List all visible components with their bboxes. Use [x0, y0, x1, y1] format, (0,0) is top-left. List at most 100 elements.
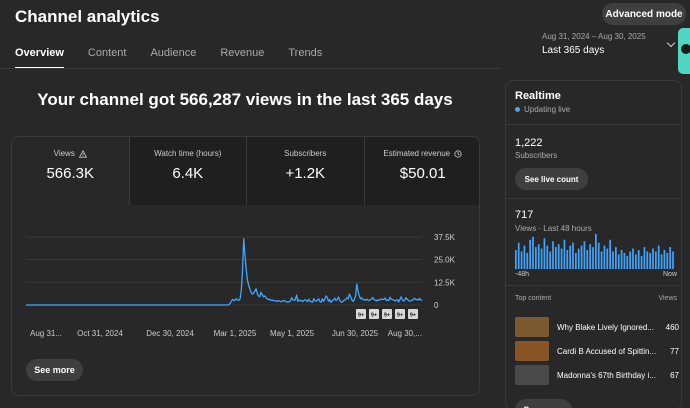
x-tick-label: May 1, 2025	[270, 329, 315, 338]
see-live-count-button[interactable]: See live count	[515, 168, 588, 190]
realtime-bar	[526, 252, 529, 269]
x-tick-label: Jun 30, 2025	[332, 329, 379, 338]
realtime-bar	[535, 247, 537, 269]
page-title: Channel analytics	[15, 7, 160, 26]
video-marker-label: 9+	[397, 313, 403, 319]
metric-revenue-label: Estimated revenue	[383, 149, 451, 158]
realtime-bar	[626, 255, 629, 269]
top-content-item[interactable]: Madonna's 67th Birthday i... 67	[515, 365, 679, 385]
video-title: Madonna's 67th Birthday i...	[557, 370, 656, 380]
realtime-bar	[640, 255, 643, 269]
realtime-bar	[643, 247, 646, 269]
realtime-bar	[655, 251, 657, 269]
see-more-button[interactable]: See more	[26, 359, 83, 381]
metric-views[interactable]: Views 566.3K	[12, 137, 130, 205]
divider	[506, 124, 681, 125]
realtime-bar	[595, 233, 597, 269]
side-panel-tab[interactable]	[678, 28, 690, 74]
realtime-bar	[557, 244, 560, 269]
top-content-item[interactable]: Why Blake Lively Ignored... 460	[515, 317, 679, 337]
advanced-mode-button[interactable]: Advanced mode	[602, 3, 686, 25]
live-dot-icon	[515, 107, 520, 112]
metric-revenue[interactable]: Estimated revenue $50.01	[364, 137, 479, 205]
realtime-bar	[603, 245, 606, 269]
tab-audience[interactable]: Audience	[150, 47, 197, 59]
realtime-subscribers-value: 1,222	[515, 137, 543, 149]
realtime-bar	[532, 236, 534, 269]
metric-watch-time[interactable]: Watch time (hours) 6.4K	[129, 137, 247, 205]
y-tick-label: 37.5K	[434, 233, 456, 242]
video-views: 67	[670, 370, 679, 380]
x-tick-label: Mar 1, 2025	[214, 329, 257, 338]
date-range-label: Last 365 days	[542, 45, 605, 56]
top-content-header: Top content Views	[515, 295, 677, 302]
realtime-status-text: Updating live	[524, 105, 571, 114]
views-chart[interactable]: 37.5K 25.0K 12.5K 0 Aug 31... Oct 31, 2024 Dec…	[12, 217, 480, 347]
realtime-views-value: 717	[515, 209, 534, 221]
realtime-bar	[612, 251, 614, 269]
realtime-bar	[609, 239, 611, 269]
realtime-bar	[672, 251, 674, 269]
video-marker[interactable]	[356, 309, 366, 319]
metric-watch-time-value: 6.4K	[172, 165, 204, 182]
realtime-bar	[546, 245, 549, 269]
realtime-bar	[543, 238, 546, 269]
realtime-bar	[589, 244, 591, 269]
x-tick-label: Dec 30, 2024	[146, 329, 194, 338]
realtime-bar	[635, 254, 637, 269]
views-series-line[interactable]	[26, 238, 423, 306]
realtime-subscribers-label: Subscribers	[515, 151, 558, 160]
realtime-card: Realtime Updating live 1,222 Subscribers…	[505, 80, 682, 408]
divider	[506, 285, 681, 286]
realtime-bar	[575, 252, 577, 269]
realtime-status: Updating live	[515, 105, 570, 114]
video-title: Cardi B Accused of Spittin...	[557, 346, 657, 356]
date-range-picker[interactable]: Aug 31, 2024 – Aug 30, 2025 Last 365 day…	[542, 32, 646, 56]
realtime-bar	[583, 241, 586, 269]
video-marker-label: 9+	[384, 313, 390, 319]
realtime-bar	[606, 248, 609, 269]
realtime-bar	[649, 252, 651, 269]
video-marker-label: 9+	[371, 313, 377, 319]
video-marker[interactable]	[408, 309, 418, 319]
realtime-bar	[537, 244, 540, 269]
realtime-bar	[529, 239, 531, 269]
realtime-bar-chart[interactable]	[515, 231, 675, 269]
y-tick-label: 25.0K	[434, 256, 456, 265]
realtime-bar	[580, 245, 583, 269]
video-marker[interactable]	[382, 309, 392, 319]
realtime-bar	[552, 241, 554, 269]
realtime-see-more-button[interactable]: See more	[515, 399, 572, 408]
analytics-tabs: Overview Content Audience Revenue Trends	[15, 47, 346, 69]
realtime-bar	[669, 247, 671, 269]
metric-watch-time-label: Watch time (hours)	[154, 149, 222, 158]
realtime-bar	[623, 252, 626, 269]
video-marker[interactable]	[369, 309, 379, 319]
metrics-card: Views 566.3K Watch time (hours) 6.4K Sub…	[11, 136, 480, 396]
tab-overview[interactable]: Overview	[15, 47, 64, 69]
tab-content[interactable]: Content	[87, 47, 127, 59]
clock-icon	[454, 149, 462, 158]
video-marker[interactable]	[395, 309, 405, 319]
realtime-bar	[620, 250, 623, 269]
metric-views-value: 566.3K	[46, 165, 95, 182]
realtime-bar	[555, 247, 557, 269]
x-tick-label: Aug 31...	[30, 329, 62, 338]
video-views: 460	[665, 322, 679, 332]
realtime-bar	[563, 239, 566, 269]
side-panel-icon	[681, 44, 690, 54]
metric-subscribers[interactable]: Subscribers +1.2K	[247, 137, 365, 205]
chevron-down-icon[interactable]	[666, 38, 676, 48]
realtime-bar	[586, 250, 589, 269]
realtime-views-label: Views · Last 48 hours	[515, 224, 592, 233]
realtime-bar	[660, 254, 663, 269]
top-content-metric: Views	[658, 295, 677, 302]
tab-revenue[interactable]: Revenue	[220, 47, 265, 59]
top-content-item[interactable]: Cardi B Accused of Spittin... 77	[515, 341, 679, 361]
realtime-bar	[597, 242, 600, 269]
realtime-axis-start: -48h	[515, 271, 530, 278]
realtime-bar	[549, 251, 551, 269]
tab-trends[interactable]: Trends	[288, 47, 323, 59]
x-tick-label: Aug 30,...	[388, 329, 422, 338]
realtime-bar	[646, 251, 649, 269]
